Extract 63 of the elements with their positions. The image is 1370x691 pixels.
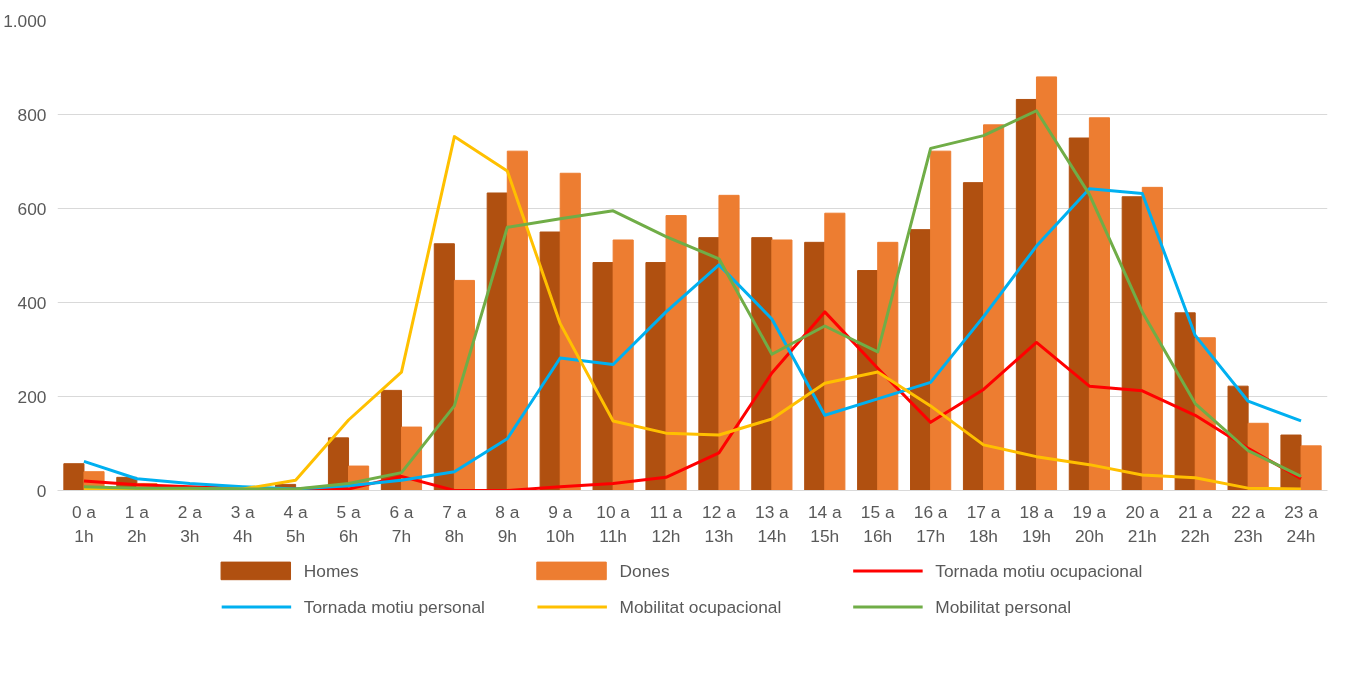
bar	[1121, 196, 1143, 491]
bar	[1068, 137, 1090, 491]
x-tick-label: 7 a 8h	[442, 501, 467, 546]
bar	[645, 262, 667, 491]
x-tick-label: 16 a 17h	[913, 501, 948, 546]
legend-label: Tornada motiu personal	[303, 596, 485, 617]
y-tick-label: 1.000	[3, 10, 47, 31]
x-tick-label: 18 a 19h	[1019, 501, 1054, 546]
bar	[1174, 312, 1196, 491]
bar	[665, 215, 687, 491]
bar	[486, 192, 508, 491]
bar	[824, 212, 846, 491]
x-tick-label: 22 a 23h	[1231, 501, 1266, 546]
bar	[1015, 98, 1037, 491]
bar	[910, 229, 932, 491]
bar	[698, 237, 720, 491]
bar	[1300, 445, 1322, 491]
x-tick-label: 9 a 10h	[545, 501, 575, 546]
y-tick-label: 600	[17, 198, 47, 219]
x-tick-label: 13 a 14h	[755, 501, 790, 546]
legend-label: Tornada motiu ocupacional	[935, 560, 1143, 581]
bar	[771, 239, 793, 491]
y-tick-label: 0	[36, 480, 47, 501]
bar	[559, 172, 581, 491]
bar	[1141, 186, 1163, 491]
bar	[930, 150, 952, 491]
bar	[1035, 76, 1058, 491]
x-tick-label: 21 a 22h	[1178, 501, 1213, 546]
y-tick-label: 200	[17, 386, 47, 407]
x-tick-label: 14 a 15h	[807, 501, 843, 546]
bar	[612, 239, 634, 491]
x-tick-label: 1 a 2h	[124, 501, 150, 546]
bar	[63, 463, 85, 491]
y-tick-label: 400	[17, 292, 47, 313]
bar	[962, 182, 985, 491]
x-tick-label: 11 a 12h	[649, 501, 683, 546]
x-tick-label: 4 a 5h	[283, 501, 309, 546]
x-tick-label: 6 a 7h	[389, 501, 414, 546]
x-tick-label: 23 a 24h	[1284, 501, 1319, 546]
legend-label: Mobilitat personal	[935, 596, 1072, 617]
bar	[453, 279, 475, 491]
x-tick-label: 0 a 1h	[71, 501, 97, 546]
bar	[877, 241, 899, 491]
bar	[433, 243, 455, 491]
x-tick-label: 20 a 21h	[1125, 501, 1160, 546]
bar	[1088, 117, 1110, 491]
bar	[718, 194, 740, 491]
x-tick-label: 12 a 13h	[702, 501, 737, 546]
legend-label: Mobilitat ocupacional	[619, 596, 782, 617]
x-tick-label: 17 a 18h	[966, 501, 1001, 546]
x-tick-label: 2 a 3h	[177, 501, 203, 546]
bar	[539, 231, 561, 491]
y-tick-label: 800	[17, 104, 47, 125]
x-tick-label: 19 a 20h	[1072, 501, 1107, 546]
legend-label: Dones	[619, 560, 670, 581]
bar	[506, 150, 528, 491]
x-tick-label: 5 a 6h	[336, 501, 361, 546]
x-tick-label: 3 a 4h	[230, 501, 256, 546]
x-tick-label: 10 a 11h	[596, 501, 631, 546]
x-tick-label: 15 a 16h	[860, 501, 895, 546]
bar	[983, 124, 1005, 491]
legend-label: Homes	[303, 560, 360, 581]
x-tick-label: 8 a 9h	[495, 501, 520, 546]
